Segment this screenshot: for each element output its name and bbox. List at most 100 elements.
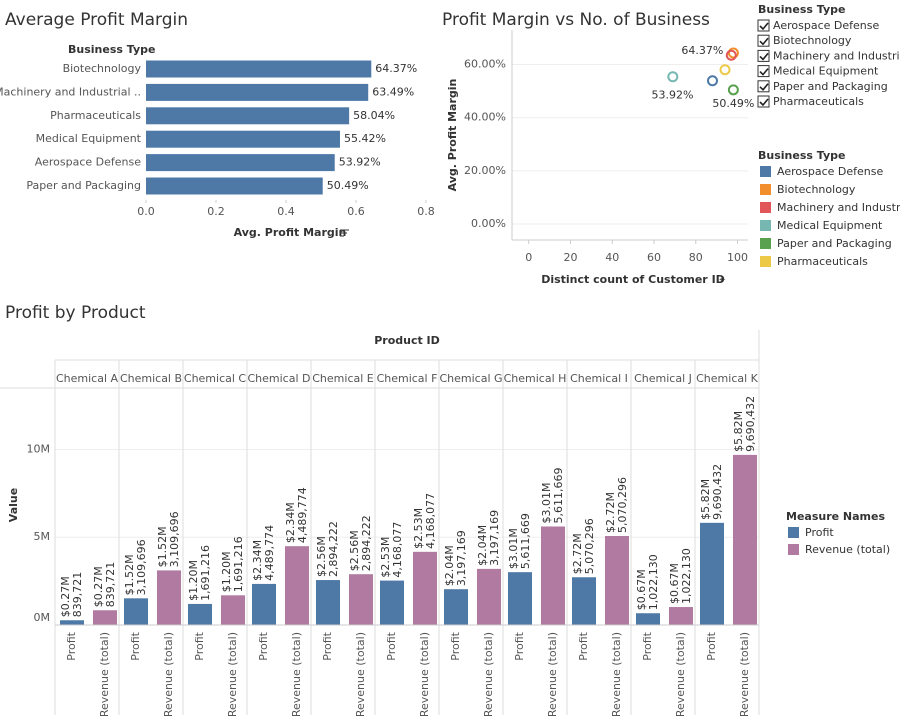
value-label: $1.20M <box>187 560 200 601</box>
category-label: Medical Equipment <box>36 132 142 145</box>
value-label: $2.72M <box>604 492 617 533</box>
axis-label: Distinct count of Customer ID <box>541 273 725 286</box>
bar <box>252 583 276 625</box>
checkbox[interactable] <box>757 34 770 47</box>
value-label: 4,168,077 <box>424 493 437 549</box>
bar <box>733 454 757 625</box>
checkbox[interactable] <box>757 19 770 32</box>
point <box>719 64 731 76</box>
bar <box>605 535 629 625</box>
point <box>667 71 679 83</box>
x-tick-label: 0.0 <box>137 205 155 218</box>
x-tick-label: 60 <box>647 251 661 264</box>
measure-label: Profit <box>193 631 206 660</box>
value-label: $2.53M <box>412 508 425 549</box>
checkbox[interactable] <box>757 95 770 108</box>
value-label: $1.52M <box>123 554 136 595</box>
x-tick-label: 0 <box>525 251 532 264</box>
legend-label: Biotechnology <box>777 183 856 196</box>
y-tick-label: 5M <box>34 530 51 543</box>
measure-label: Revenue (total) <box>738 632 751 717</box>
checkmark <box>759 37 769 46</box>
value-label: $2.56M <box>348 530 361 571</box>
measure-label: Profit <box>321 631 334 660</box>
legend-swatch <box>760 256 771 267</box>
value-label: $0.67M <box>635 569 648 610</box>
legend-title: Business Type <box>758 149 845 162</box>
axis-label: Avg. Profit Margin <box>446 79 459 192</box>
measure-label: Revenue (total) <box>674 632 687 717</box>
y-tick-label: 10M <box>27 442 51 455</box>
bar <box>508 572 532 625</box>
category-label: Machinery and Industrial .. <box>0 85 141 98</box>
value-label: 3,109,696 <box>135 539 148 595</box>
bar <box>146 83 369 101</box>
checkmark <box>759 83 769 91</box>
bar <box>146 130 340 148</box>
column-label: Chemical E <box>312 372 374 385</box>
bar <box>700 522 724 625</box>
checkbox[interactable] <box>757 80 770 93</box>
legend-label: Aerospace Defense <box>777 165 883 178</box>
checkbox[interactable] <box>757 49 770 62</box>
value-label: $3.01M <box>507 528 520 569</box>
bar <box>572 577 596 625</box>
value-label: 64.37% <box>681 44 723 57</box>
measure-label: Revenue (total) <box>610 632 623 717</box>
filter-title: Business Type <box>758 3 845 16</box>
measure-label: Profit <box>129 631 142 660</box>
value-label: 4,168,077 <box>391 522 404 578</box>
value-label: 64.37% <box>375 62 417 75</box>
bar <box>157 570 181 625</box>
value-label: $0.67M <box>668 563 681 604</box>
measure-label: Revenue (total) <box>482 632 495 717</box>
bar <box>221 595 245 625</box>
value-label: 3,197,169 <box>455 530 468 586</box>
y-tick-label: 0.00% <box>471 217 506 230</box>
value-label: $2.72M <box>571 533 584 574</box>
bar <box>380 580 404 625</box>
checkbox[interactable] <box>757 65 770 78</box>
value-label: $2.56M <box>315 536 328 577</box>
value-label: 839,721 <box>71 572 84 618</box>
legend-title: Measure Names <box>786 510 885 523</box>
sort-icon[interactable] <box>340 229 349 237</box>
legend-label: Machinery and Industri... <box>777 201 900 214</box>
pin-icon[interactable]: ✦ <box>718 275 726 286</box>
value-label: 1,022,130 <box>680 548 693 604</box>
bar <box>285 546 309 625</box>
value-label: $1.20M <box>220 551 233 592</box>
value-label: 1,691,216 <box>232 536 245 592</box>
value-label: 50.49% <box>712 97 754 110</box>
column-label: Chemical K <box>696 372 759 385</box>
value-label: 58.04% <box>353 109 395 122</box>
bar <box>413 551 437 625</box>
point <box>725 49 737 61</box>
bar <box>146 154 335 172</box>
bar <box>60 620 84 625</box>
chart-title: Profit Margin vs No. of Business <box>442 10 710 30</box>
measure-label: Profit <box>513 631 526 660</box>
value-label: $2.34M <box>251 540 264 581</box>
y-tick-label: 40.00% <box>464 111 506 124</box>
value-label: 53.92% <box>339 156 381 169</box>
checkmark <box>759 22 769 31</box>
legend-label: Revenue (total) <box>805 543 890 556</box>
point <box>706 75 718 87</box>
filter-item: Paper and Packaging <box>773 80 888 93</box>
category-label: Aerospace Defense <box>35 156 141 169</box>
legend-label: Medical Equipment <box>777 219 883 232</box>
measure-label: Revenue (total) <box>98 632 111 717</box>
legend-label: Pharmaceuticals <box>777 255 868 268</box>
x-tick-label: 0.4 <box>277 205 295 218</box>
measure-label: Profit <box>577 631 590 660</box>
legend-swatch <box>788 527 799 538</box>
x-tick-label: 20 <box>563 251 577 264</box>
value-label: 50.49% <box>327 179 369 192</box>
measure-label: Profit <box>641 631 654 660</box>
value-label: 9,690,432 <box>744 396 757 452</box>
y-tick-label: 60.00% <box>464 58 506 71</box>
filter-item: Machinery and Industri.. <box>773 49 900 62</box>
value-label: 1,691,216 <box>199 545 212 601</box>
